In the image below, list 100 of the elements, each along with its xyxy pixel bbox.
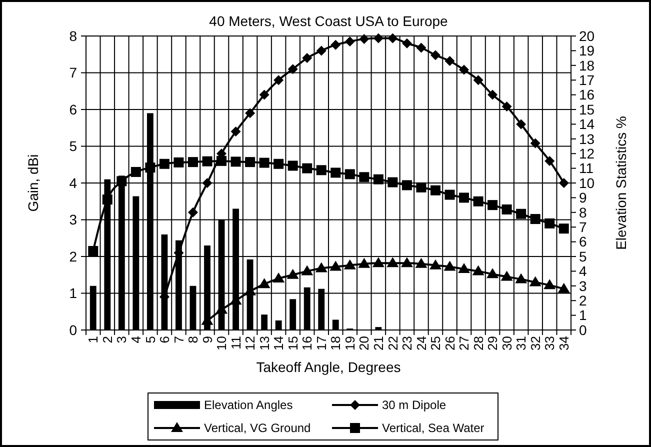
point [259, 158, 270, 168]
point [344, 36, 355, 47]
point [330, 40, 341, 50]
x-tick-label: 32 [528, 336, 543, 350]
x-tick-label: 16 [300, 336, 315, 350]
legend-label: 30 m Dipole [382, 398, 446, 412]
point [174, 157, 184, 168]
legend-label: Vertical, Sea Water [382, 421, 484, 436]
y2-tick-label: 3 [579, 278, 587, 294]
y2-tick-label: 20 [579, 28, 595, 44]
point [386, 257, 399, 268]
point [444, 260, 456, 271]
bar [261, 314, 268, 330]
point [188, 207, 198, 218]
point [330, 260, 342, 271]
point [130, 166, 141, 177]
x-tick-label: 34 [556, 336, 572, 350]
point [116, 176, 127, 186]
x-tick-label: 33 [542, 336, 558, 350]
point [502, 204, 512, 214]
y-tick-label: 4 [69, 174, 78, 191]
y-tick-label: 8 [69, 28, 78, 44]
point [529, 276, 542, 286]
x-tick-label: 28 [470, 336, 486, 350]
point [288, 64, 298, 74]
point [472, 265, 484, 276]
y2-tick-label: 1 [579, 307, 587, 324]
x-tick-label: 17 [314, 336, 329, 350]
point [415, 258, 428, 268]
x-tick-label: 10 [214, 336, 230, 350]
point [359, 34, 370, 44]
point [416, 182, 426, 192]
x-tick-label: 6 [157, 336, 172, 344]
y-tick-label: 0 [69, 322, 78, 338]
legend-label: Vertical, VG Ground [204, 421, 311, 436]
x-tick-label: 24 [414, 336, 429, 350]
bar [290, 299, 296, 330]
point [473, 75, 484, 86]
point [544, 279, 556, 290]
y-tick-label: 3 [69, 212, 78, 228]
x-tick-label: 29 [485, 336, 500, 350]
point [430, 50, 440, 60]
point [530, 214, 540, 224]
x-tick-label: 21 [370, 336, 386, 350]
y2-tick-label: 16 [579, 86, 595, 103]
point [344, 259, 356, 270]
point [558, 282, 570, 293]
point [372, 257, 384, 268]
point [458, 262, 470, 273]
point [358, 258, 370, 268]
point [558, 178, 569, 188]
y2-tick-label: 14 [579, 116, 595, 132]
point [500, 270, 513, 281]
x-tick-label: 12 [242, 336, 258, 350]
x-tick-label: 5 [142, 336, 158, 344]
point [530, 138, 540, 148]
x-tick-label: 25 [428, 336, 444, 350]
x-tick-label: 3 [114, 336, 130, 344]
point [316, 165, 326, 176]
y2-tick-label: 5 [579, 248, 587, 264]
point [188, 157, 198, 168]
y-tick-label: 5 [69, 138, 78, 154]
point [459, 64, 470, 75]
point [544, 218, 555, 228]
x-tick-label: 7 [171, 336, 186, 344]
x-tick-label: 27 [456, 336, 472, 350]
x-tick-label: 2 [100, 336, 115, 344]
point [430, 185, 440, 196]
point [216, 156, 227, 166]
point [558, 224, 569, 234]
point [245, 157, 256, 168]
point [302, 53, 312, 64]
point [316, 46, 326, 56]
point [486, 268, 499, 278]
y2-tick-label: 12 [579, 146, 595, 162]
y2-tick-label: 8 [579, 204, 587, 220]
y-tick-label: 2 [69, 248, 78, 264]
y2-tick-label: 17 [579, 72, 595, 88]
x-tick-label: 19 [342, 336, 358, 350]
y2-axis-title: Elevation Statistics % [613, 116, 629, 250]
point [259, 90, 270, 100]
point [515, 273, 528, 284]
point [488, 200, 498, 210]
y2-tick-label: 7 [579, 219, 587, 235]
point [202, 178, 212, 188]
point [302, 163, 312, 174]
point [288, 160, 298, 171]
point [88, 246, 98, 256]
bar [375, 327, 382, 330]
point [230, 126, 241, 137]
point [416, 42, 426, 53]
y2-tick-label: 0 [579, 322, 587, 338]
point [286, 268, 299, 279]
x-tick-label: 13 [256, 336, 272, 350]
point [359, 172, 370, 182]
point [330, 168, 341, 178]
point [488, 90, 498, 100]
point [274, 158, 284, 169]
y2-tick-label: 9 [579, 190, 587, 206]
x-tick-label: 26 [442, 336, 458, 350]
